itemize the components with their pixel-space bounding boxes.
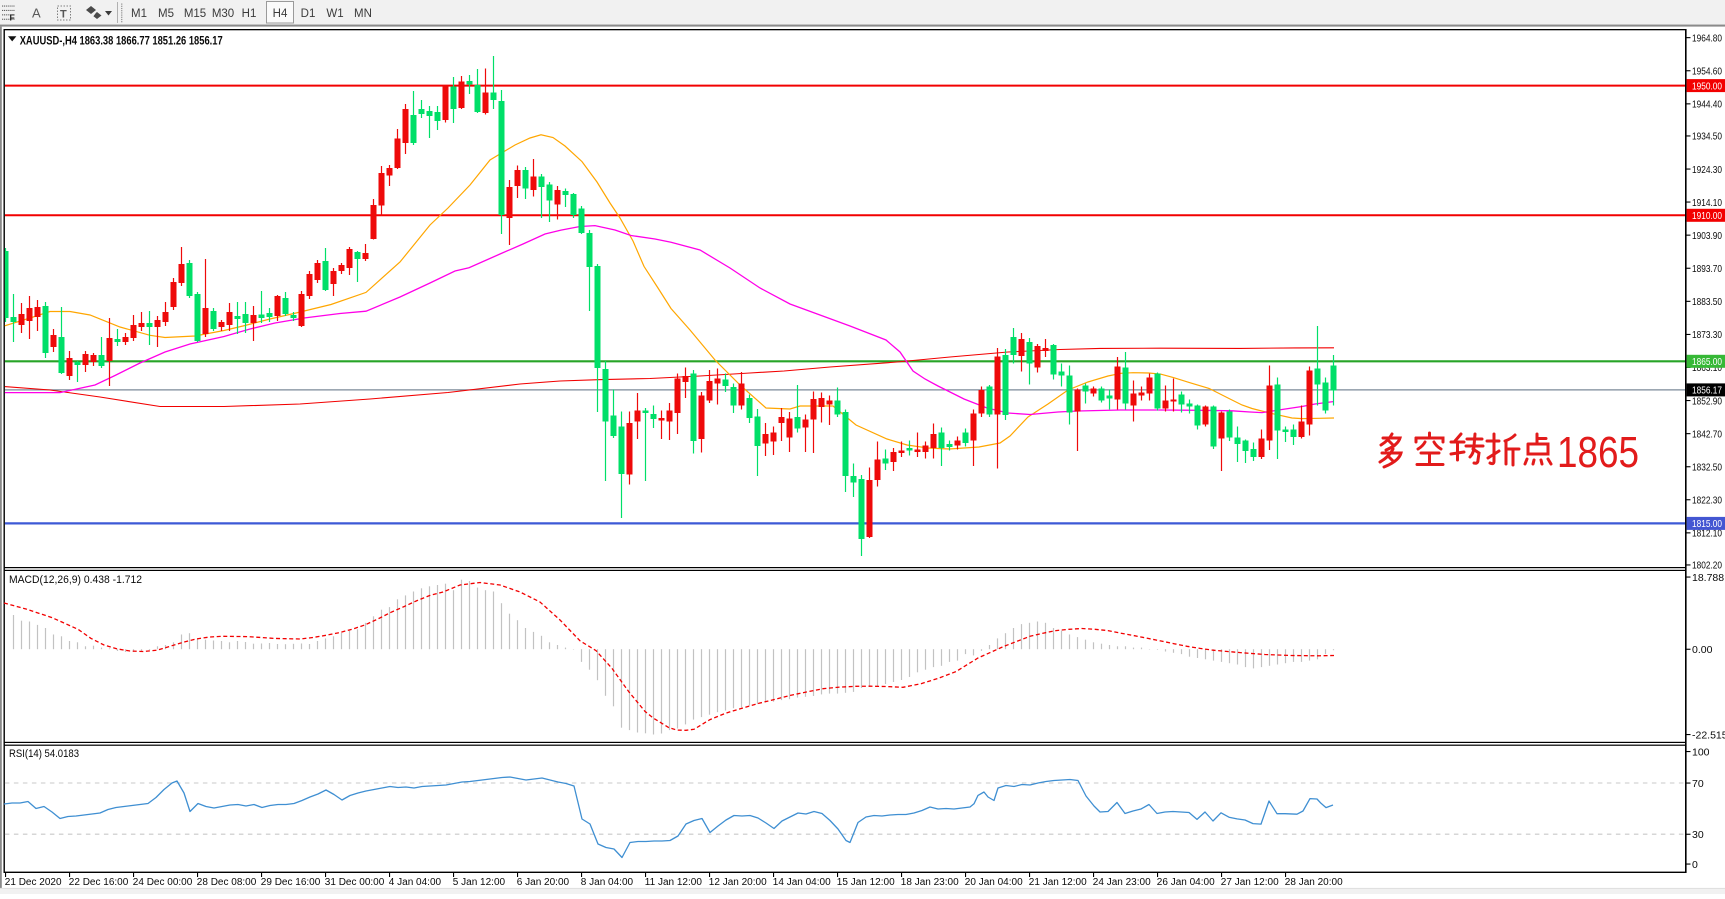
svg-text:1822.30: 1822.30 (1692, 495, 1722, 507)
svg-text:70: 70 (1692, 778, 1704, 790)
svg-text:24 Dec 00:00: 24 Dec 00:00 (133, 877, 193, 888)
svg-text:1954.60: 1954.60 (1692, 66, 1722, 78)
svg-text:4 Jan 04:00: 4 Jan 04:00 (389, 877, 442, 888)
svg-text:14 Jan 04:00: 14 Jan 04:00 (773, 877, 831, 888)
svg-text:1924.30: 1924.30 (1692, 164, 1722, 176)
svg-text:1832.50: 1832.50 (1692, 462, 1722, 474)
svg-text:T: T (60, 9, 67, 21)
svg-text:18.788: 18.788 (1692, 572, 1724, 584)
svg-text:5 Jan 12:00: 5 Jan 12:00 (453, 877, 506, 888)
svg-text:1914.10: 1914.10 (1692, 197, 1722, 209)
svg-text:1802.20: 1802.20 (1692, 560, 1722, 572)
svg-text:MACD(12,26,9) 0.438 -1.712: MACD(12,26,9) 0.438 -1.712 (9, 574, 142, 586)
svg-text:12 Jan 20:00: 12 Jan 20:00 (709, 877, 767, 888)
svg-text:1865: 1865 (1557, 428, 1639, 477)
svg-text:W1: W1 (326, 8, 343, 20)
svg-text:XAUUSD-,H4 1863.38 1866.77 18: XAUUSD-,H4 1863.38 1866.77 1851.26 1856.… (20, 36, 223, 48)
svg-text:29 Dec 16:00: 29 Dec 16:00 (261, 877, 321, 888)
svg-text:1856.17: 1856.17 (1692, 385, 1722, 397)
svg-text:24 Jan 23:00: 24 Jan 23:00 (1093, 877, 1151, 888)
svg-text:20 Jan 04:00: 20 Jan 04:00 (965, 877, 1023, 888)
svg-text:M30: M30 (212, 8, 234, 20)
svg-text:1815.00: 1815.00 (1692, 518, 1722, 530)
svg-text:6 Jan 20:00: 6 Jan 20:00 (517, 877, 570, 888)
svg-text:1964.80: 1964.80 (1692, 32, 1722, 44)
svg-text:M1: M1 (131, 8, 147, 20)
svg-text:28 Dec 08:00: 28 Dec 08:00 (197, 877, 257, 888)
svg-text:11 Jan 12:00: 11 Jan 12:00 (645, 877, 703, 888)
svg-text:F: F (10, 13, 15, 23)
svg-text:1865.00: 1865.00 (1692, 356, 1722, 368)
svg-text:1950.00: 1950.00 (1692, 80, 1722, 92)
svg-text:A: A (32, 6, 41, 21)
svg-text:0.00: 0.00 (1692, 644, 1713, 656)
svg-text:1873.30: 1873.30 (1692, 329, 1722, 341)
svg-text:1934.50: 1934.50 (1692, 131, 1722, 143)
svg-text:H1: H1 (242, 8, 257, 20)
svg-text:31 Dec 00:00: 31 Dec 00:00 (325, 877, 385, 888)
svg-text:-22.515: -22.515 (1692, 729, 1725, 741)
svg-text:28 Jan 20:00: 28 Jan 20:00 (1285, 877, 1343, 888)
svg-text:1893.70: 1893.70 (1692, 263, 1722, 275)
svg-text:MN: MN (354, 8, 372, 20)
svg-text:27 Jan 12:00: 27 Jan 12:00 (1221, 877, 1279, 888)
svg-text:1910.00: 1910.00 (1692, 210, 1722, 222)
svg-text:D1: D1 (301, 8, 316, 20)
svg-text:21 Jan 12:00: 21 Jan 12:00 (1029, 877, 1087, 888)
svg-text:100: 100 (1692, 746, 1710, 758)
svg-text:1883.50: 1883.50 (1692, 296, 1722, 308)
svg-text:15 Jan 12:00: 15 Jan 12:00 (837, 877, 895, 888)
svg-text:8 Jan 04:00: 8 Jan 04:00 (581, 877, 634, 888)
svg-text:0: 0 (1692, 859, 1698, 871)
svg-text:RSI(14) 54.0183: RSI(14) 54.0183 (9, 748, 79, 760)
svg-text:1852.90: 1852.90 (1692, 395, 1722, 407)
svg-text:21 Dec 2020: 21 Dec 2020 (5, 877, 62, 888)
svg-text:M15: M15 (184, 8, 206, 20)
svg-text:18 Jan 23:00: 18 Jan 23:00 (901, 877, 959, 888)
svg-text:1842.70: 1842.70 (1692, 428, 1722, 440)
svg-text:1944.40: 1944.40 (1692, 99, 1722, 111)
svg-text:26 Jan 04:00: 26 Jan 04:00 (1157, 877, 1215, 888)
svg-text:30: 30 (1692, 829, 1704, 841)
svg-text:H4: H4 (273, 8, 288, 20)
svg-text:1903.90: 1903.90 (1692, 230, 1722, 242)
svg-text:22 Dec 16:00: 22 Dec 16:00 (69, 877, 129, 888)
svg-text:M5: M5 (158, 8, 174, 20)
